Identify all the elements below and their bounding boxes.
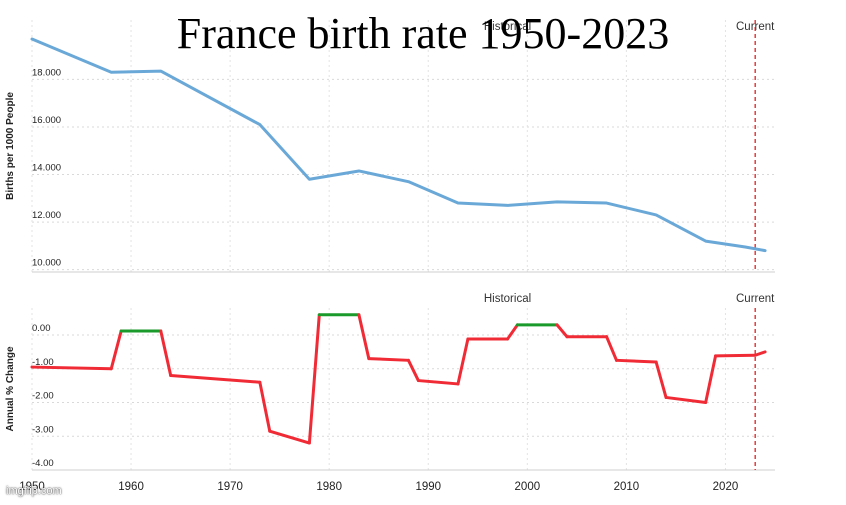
series-segment bbox=[406, 358, 420, 383]
watermark: imgflip.com bbox=[6, 485, 62, 497]
births-panel: 10.000 12.000 14.000 16.000 18.000 Historical… bbox=[5, 20, 775, 273]
series-segment bbox=[614, 358, 658, 364]
y-axis-label: Births per 1000 People bbox=[5, 92, 16, 200]
series-segment bbox=[664, 395, 708, 404]
x-tick-label: 1960 bbox=[118, 481, 144, 493]
series-segment bbox=[605, 335, 618, 362]
series-segment bbox=[268, 429, 311, 445]
y-tick-label: -2.00 bbox=[32, 391, 54, 402]
series-segment bbox=[367, 357, 410, 362]
series-segment bbox=[109, 329, 123, 371]
series-segment bbox=[30, 365, 113, 371]
y-tick-label: 0.00 bbox=[32, 323, 51, 334]
series-segment bbox=[169, 374, 262, 384]
header-current: Current bbox=[736, 293, 775, 305]
y-tick-label: 14.000 bbox=[32, 163, 61, 174]
header-historical: Historical bbox=[484, 293, 531, 305]
series-segment bbox=[357, 313, 371, 361]
y-tick-label: -4.00 bbox=[32, 458, 54, 469]
x-tick-label: 2010 bbox=[614, 481, 640, 493]
y-axis-label: Annual % Change bbox=[5, 346, 16, 431]
series-segment bbox=[456, 337, 470, 386]
page-title: France birth rate 1950-2023 bbox=[176, 9, 670, 58]
x-tick-label: 1970 bbox=[217, 481, 243, 493]
y-tick-label: 16.000 bbox=[32, 115, 61, 126]
x-tick-label: 1980 bbox=[316, 481, 342, 493]
series-line bbox=[30, 37, 767, 253]
x-tick-label: 1950 bbox=[19, 481, 45, 493]
series-segment bbox=[416, 379, 460, 386]
series-segment bbox=[714, 353, 757, 358]
header-historical: Historical bbox=[484, 21, 531, 33]
series-segment bbox=[654, 360, 668, 399]
annual-change-panel: -4.00 -3.00 -2.00 -1.00 0.00 Historical Curren… bbox=[5, 293, 775, 471]
x-tick-label: 2020 bbox=[713, 481, 739, 493]
y-tick-label: -3.00 bbox=[32, 424, 54, 435]
series-segment bbox=[258, 380, 272, 433]
x-tick-label: 1990 bbox=[415, 481, 441, 493]
x-axis: 1950 1960 1970 1980 1990 2000 2010 2020 bbox=[19, 481, 738, 493]
y-tick-label: 10.000 bbox=[32, 258, 61, 269]
y-tick-label: -1.00 bbox=[32, 357, 54, 368]
x-tick-label: 2000 bbox=[515, 481, 541, 493]
series-segment bbox=[307, 313, 321, 445]
y-tick-label: 18.000 bbox=[32, 67, 61, 78]
y-tick-label: 12.000 bbox=[32, 210, 61, 221]
series-segment bbox=[159, 329, 173, 377]
series-segment bbox=[555, 323, 569, 339]
series-segment bbox=[704, 354, 718, 404]
series-segment bbox=[506, 323, 519, 341]
series-segment bbox=[753, 350, 767, 357]
